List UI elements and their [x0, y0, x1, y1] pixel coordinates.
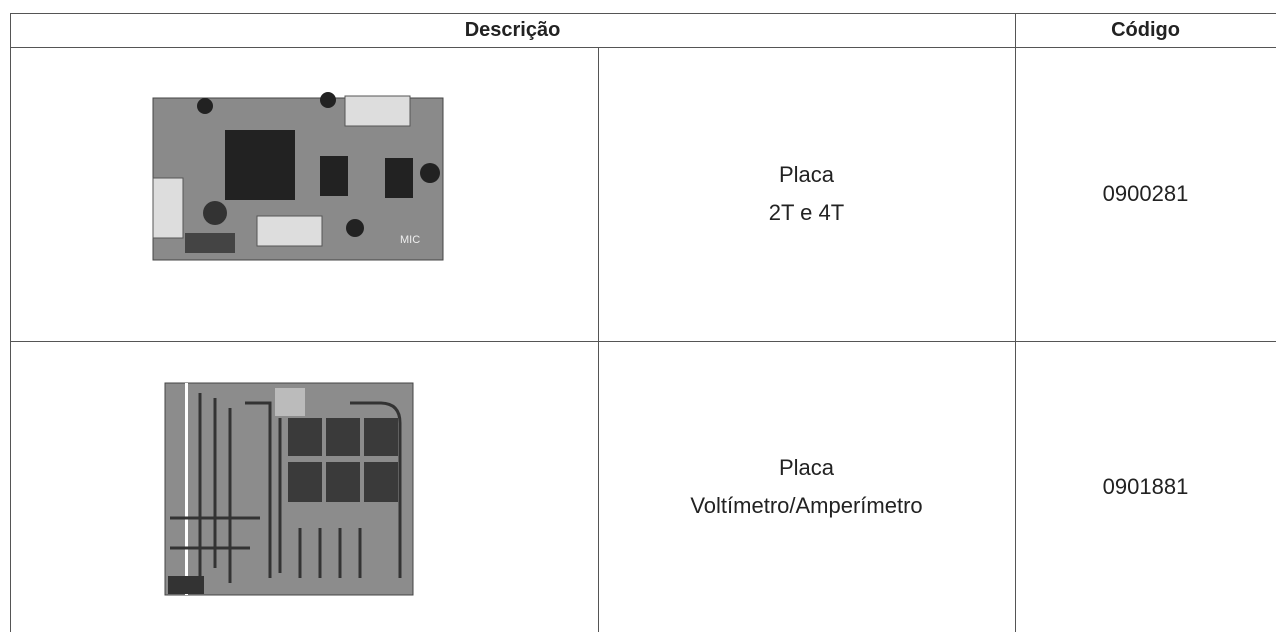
- board-image: MIC: [152, 92, 444, 261]
- description: Placa 2T e 4T: [598, 47, 1015, 341]
- svg-text:MIC: MIC: [400, 234, 420, 246]
- description-line: Placa: [778, 454, 835, 480]
- rule: [1015, 13, 1016, 632]
- description: Placa Voltímetro/Amperímetro: [598, 341, 1015, 632]
- description-line: Voltímetro/Amperímetro: [690, 492, 923, 518]
- description-line: 2T e 4T: [768, 200, 845, 225]
- code: 0900281: [1102, 181, 1189, 206]
- rule: [10, 13, 11, 632]
- board-image: [164, 382, 414, 596]
- rule: [598, 47, 599, 632]
- rule: [10, 341, 1276, 342]
- header-description: Descrição: [464, 18, 561, 41]
- code: 0901881: [1102, 473, 1189, 499]
- rule: [10, 13, 1276, 14]
- rule: [10, 47, 1276, 48]
- header-code: Código: [1111, 18, 1180, 41]
- description-line: Placa: [778, 162, 835, 187]
